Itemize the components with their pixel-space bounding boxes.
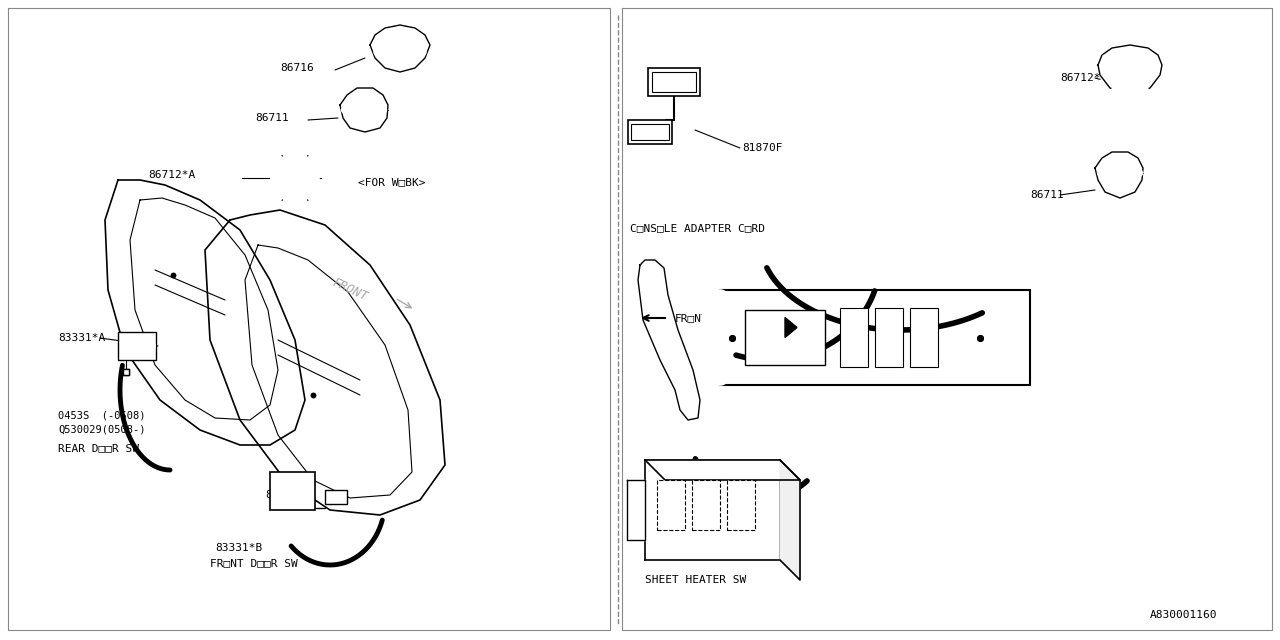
Bar [910, 308, 938, 367]
Bar [270, 472, 315, 510]
Polygon shape [645, 460, 780, 560]
Bar [118, 332, 156, 360]
Polygon shape [637, 260, 700, 420]
Text: FR□NT: FR□NT [675, 313, 709, 323]
Text: 86711: 86711 [255, 113, 289, 123]
Ellipse shape [1111, 76, 1149, 114]
Polygon shape [105, 180, 305, 445]
Text: 86712*A: 86712*A [1060, 73, 1107, 83]
Ellipse shape [1097, 165, 1143, 181]
Text: 83331*A: 83331*A [58, 333, 105, 343]
Circle shape [137, 337, 155, 355]
Polygon shape [627, 480, 645, 540]
Bar [325, 490, 347, 504]
Polygon shape [1098, 45, 1162, 95]
Text: A830001160: A830001160 [1149, 610, 1217, 620]
Circle shape [294, 485, 305, 495]
Text: FR□NT D□□R SW: FR□NT D□□R SW [210, 558, 298, 568]
Text: 83331*B: 83331*B [215, 543, 262, 553]
Bar [727, 480, 755, 530]
Bar [631, 124, 669, 140]
Polygon shape [1094, 152, 1143, 198]
Text: 83331E: 83331E [265, 490, 306, 500]
Bar [628, 120, 672, 144]
Text: 83065: 83065 [762, 523, 796, 533]
Ellipse shape [279, 162, 311, 194]
Polygon shape [645, 460, 800, 480]
Text: 0453S  (-0508): 0453S (-0508) [58, 410, 146, 420]
Bar [648, 68, 700, 96]
Ellipse shape [1119, 84, 1140, 106]
Text: 86712*A: 86712*A [148, 170, 196, 180]
Text: Q530029(0508-): Q530029(0508-) [58, 425, 146, 435]
Ellipse shape [374, 42, 426, 62]
Text: C□NS□LE ADAPTER C□RD: C□NS□LE ADAPTER C□RD [630, 223, 765, 233]
Text: 86716: 86716 [280, 63, 314, 73]
Ellipse shape [1097, 63, 1162, 127]
Polygon shape [370, 25, 430, 72]
Text: FRONT: FRONT [330, 276, 370, 304]
Polygon shape [785, 317, 797, 337]
Circle shape [141, 341, 151, 351]
Bar [876, 308, 902, 367]
Text: <FOR W□BK>: <FOR W□BK> [358, 177, 425, 187]
Bar [745, 310, 826, 365]
Bar [652, 72, 696, 92]
Ellipse shape [285, 168, 305, 188]
Ellipse shape [271, 154, 319, 202]
Polygon shape [340, 88, 388, 132]
Text: 81870F: 81870F [742, 143, 782, 153]
Bar [657, 480, 685, 530]
Ellipse shape [700, 290, 740, 385]
Polygon shape [780, 460, 800, 580]
Polygon shape [205, 210, 445, 515]
Bar [692, 480, 721, 530]
Ellipse shape [342, 102, 387, 118]
Text: 86711: 86711 [1030, 190, 1064, 200]
Text: SHEET HEATER SW: SHEET HEATER SW [645, 575, 746, 585]
Circle shape [291, 480, 310, 500]
Bar [840, 308, 868, 367]
Bar [721, 290, 1030, 385]
Text: REAR D□□R SW: REAR D□□R SW [58, 443, 140, 453]
